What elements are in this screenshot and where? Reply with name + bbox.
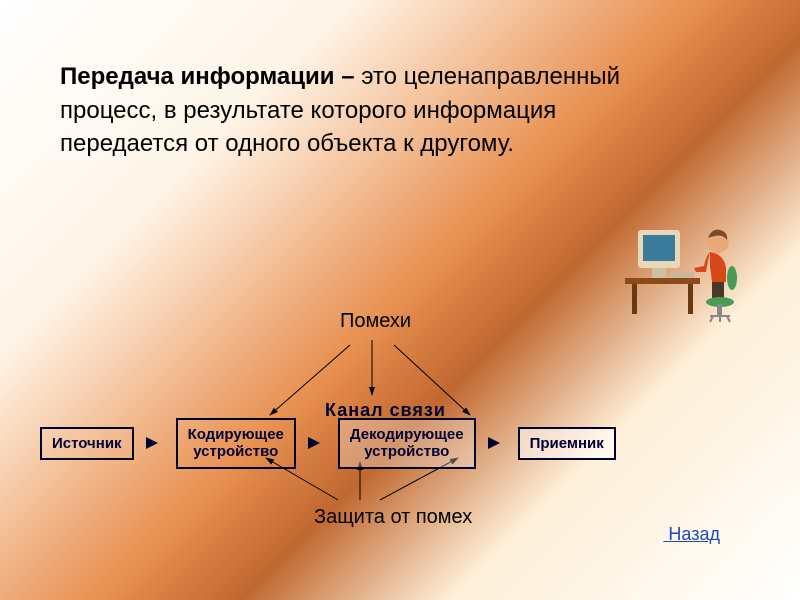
definition-heading: Передача информации – это целенаправленн…: [60, 60, 680, 161]
box-decoder: Декодирующееустройство: [338, 418, 476, 469]
computer-user-illustration: [620, 210, 750, 330]
protection-label: Защита от помех: [314, 505, 472, 529]
arrow-icon: [488, 434, 506, 452]
term-bold: Передача информации –: [60, 63, 355, 90]
box-encoder: Кодирующееустройство: [176, 418, 296, 469]
box-receiver: Приемник: [518, 427, 616, 460]
arrow-icon: [146, 434, 164, 452]
arrow-icon: [308, 434, 326, 452]
box-source: Источник: [40, 427, 134, 460]
transmission-diagram: Помехи Канал связи Защита от помех Источ…: [60, 340, 740, 570]
flow-boxes: Источник Кодирующееустройство Декодирующ…: [40, 418, 616, 469]
noise-label: Помехи: [340, 310, 411, 333]
back-link[interactable]: Назад: [663, 524, 720, 545]
